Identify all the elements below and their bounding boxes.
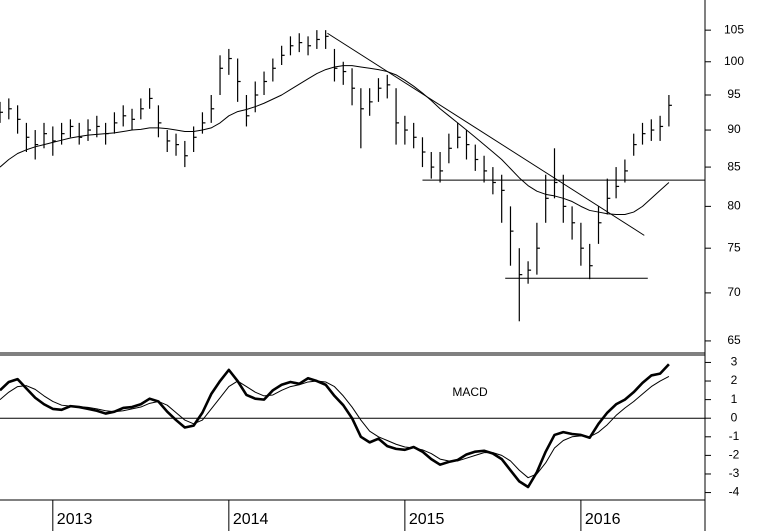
- y-tick-label: 90: [727, 122, 741, 136]
- y-tick-label: 100: [724, 54, 744, 68]
- x-tick-label: 2016: [585, 511, 621, 528]
- y-tick-label: 75: [727, 240, 741, 254]
- y-tick-label: -1: [729, 429, 740, 443]
- x-tick-label: 2015: [409, 511, 445, 528]
- x-tick-label: 2013: [57, 511, 93, 528]
- y-tick-label: 105: [724, 22, 744, 36]
- trend-line: [327, 32, 645, 236]
- moving-average: [0, 65, 670, 216]
- y-tick-label: 2: [731, 373, 738, 387]
- y-tick-label: 1: [731, 392, 738, 406]
- y-tick-label: 70: [727, 285, 741, 299]
- y-tick-label: 95: [727, 87, 741, 101]
- y-tick-label: -2: [729, 448, 740, 462]
- x-tick-label: 2014: [233, 511, 269, 528]
- y-tick-label: 65: [727, 333, 741, 347]
- y-tick-label: -4: [729, 485, 740, 499]
- y-tick-label: 85: [727, 159, 741, 173]
- y-tick-label: 0: [731, 410, 738, 424]
- y-tick-label: -3: [729, 466, 740, 480]
- y-tick-label: 3: [731, 355, 738, 369]
- macd-label: MACD: [452, 385, 488, 399]
- y-tick-label: 80: [727, 199, 741, 213]
- macd-line: [0, 363, 670, 489]
